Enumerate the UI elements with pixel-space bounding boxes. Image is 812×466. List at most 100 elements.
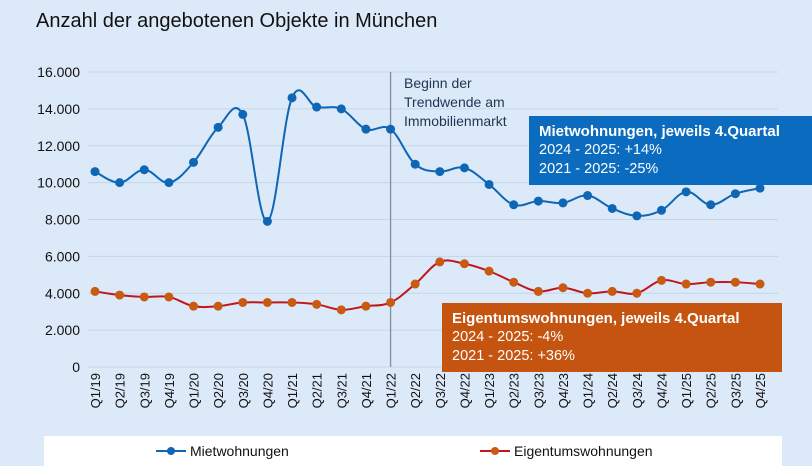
data-point	[533, 286, 543, 296]
data-point	[115, 290, 125, 300]
miet-box-line1: 2024 - 2025: +14%	[539, 142, 662, 158]
x-tick-label: Q3/24	[630, 373, 645, 408]
miet-box-title: Mietwohnungen, jeweils 4.Quartal	[539, 123, 780, 140]
data-point	[312, 299, 322, 309]
data-point	[607, 203, 617, 213]
data-point	[558, 283, 568, 293]
x-tick-label: Q2/22	[408, 373, 423, 408]
data-point	[164, 292, 174, 302]
data-point	[583, 288, 593, 298]
data-point	[632, 211, 642, 221]
data-point	[312, 102, 322, 112]
x-tick-label: Q4/21	[359, 373, 374, 408]
data-point	[755, 183, 765, 193]
legend-label: Mietwohnungen	[190, 443, 289, 459]
x-tick-label: Q3/20	[236, 373, 251, 408]
data-point	[410, 279, 420, 289]
y-tick-label: 0	[72, 359, 80, 375]
legend-item-miet: Mietwohnungen	[156, 443, 289, 459]
legend-item-eigentum: Eigentumswohnungen	[480, 443, 653, 459]
data-point	[509, 277, 519, 287]
eigentum-summary-box: Eigentumswohnungen, jeweils 4.Quartal 20…	[442, 303, 782, 372]
data-point	[632, 288, 642, 298]
x-tick-label: Q4/24	[654, 373, 669, 408]
data-point	[583, 191, 593, 201]
data-point	[410, 159, 420, 169]
data-point	[361, 301, 371, 311]
x-tick-label: Q1/22	[384, 373, 399, 408]
x-tick-label: Q2/24	[605, 373, 620, 408]
eigentum-box-line2: 2021 - 2025: +36%	[452, 348, 575, 364]
x-tick-label: Q1/23	[482, 373, 497, 408]
data-point	[484, 179, 494, 189]
y-tick-label: 16.000	[37, 64, 80, 80]
data-point	[730, 189, 740, 199]
data-point	[139, 165, 149, 175]
x-tick-label: Q4/25	[753, 373, 768, 408]
data-point	[386, 297, 396, 307]
data-point	[607, 286, 617, 296]
miet-summary-box: Mietwohnungen, jeweils 4.Quartal 2024 - …	[529, 116, 812, 185]
data-point	[459, 259, 469, 269]
miet-box-line2: 2021 - 2025: -25%	[539, 161, 659, 177]
data-point	[533, 196, 543, 206]
data-point	[730, 277, 740, 287]
data-point	[484, 266, 494, 276]
x-tick-label: Q2/20	[211, 373, 226, 408]
legend-marker-blue-icon	[156, 447, 186, 455]
y-tick-label: 2.000	[45, 322, 80, 338]
annotation-line: Beginn der	[404, 75, 472, 91]
x-tick-label: Q2/23	[507, 373, 522, 408]
x-tick-label: Q1/25	[679, 373, 694, 408]
series-line-1	[94, 259, 761, 311]
data-point	[90, 286, 100, 296]
data-point	[115, 178, 125, 188]
x-tick-label: Q1/19	[88, 373, 103, 408]
y-tick-label: 4.000	[45, 285, 80, 301]
data-point	[656, 205, 666, 215]
trend-annotation: Beginn der Trendwende am Immobilienmarkt	[404, 74, 507, 131]
data-point	[238, 297, 248, 307]
data-point	[213, 122, 223, 132]
eigentum-box-title: Eigentumswohnungen, jeweils 4.Quartal	[452, 310, 740, 327]
data-point	[287, 93, 297, 103]
data-point	[213, 301, 223, 311]
annotation-line: Trendwende am	[404, 94, 505, 110]
data-point	[139, 292, 149, 302]
x-tick-label: Q1/21	[285, 373, 300, 408]
legend-label: Eigentumswohnungen	[514, 443, 653, 459]
data-point	[361, 124, 371, 134]
eigentum-box-line1: 2024 - 2025: -4%	[452, 329, 564, 345]
y-tick-label: 8.000	[45, 212, 80, 228]
legend: Mietwohnungen Eigentumswohnungen	[44, 436, 782, 466]
x-tick-label: Q4/20	[260, 373, 275, 408]
data-point	[459, 163, 469, 173]
data-point	[558, 198, 568, 208]
data-point	[681, 187, 691, 197]
x-tick-label: Q4/23	[556, 373, 571, 408]
x-tick-label: Q2/21	[310, 373, 325, 408]
x-tick-label: Q2/19	[113, 373, 128, 408]
data-point	[262, 297, 272, 307]
data-point	[706, 200, 716, 210]
y-tick-label: 14.000	[37, 101, 80, 117]
data-point	[755, 279, 765, 289]
data-point	[287, 297, 297, 307]
y-tick-label: 10.000	[37, 175, 80, 191]
data-point	[706, 277, 716, 287]
annotation-line: Immobilienmarkt	[404, 113, 507, 129]
data-point	[681, 279, 691, 289]
data-point	[386, 124, 396, 134]
data-point	[435, 167, 445, 177]
data-point	[435, 257, 445, 267]
x-tick-label: Q3/22	[433, 373, 448, 408]
x-tick-label: Q2/25	[704, 373, 719, 408]
data-point	[189, 157, 199, 167]
x-tick-label: Q4/19	[162, 373, 177, 408]
x-tick-label: Q3/23	[531, 373, 546, 408]
x-tick-label: Q1/24	[581, 373, 596, 408]
data-point	[509, 200, 519, 210]
x-tick-label: Q3/21	[334, 373, 349, 408]
x-tick-label: Q1/20	[187, 373, 202, 408]
